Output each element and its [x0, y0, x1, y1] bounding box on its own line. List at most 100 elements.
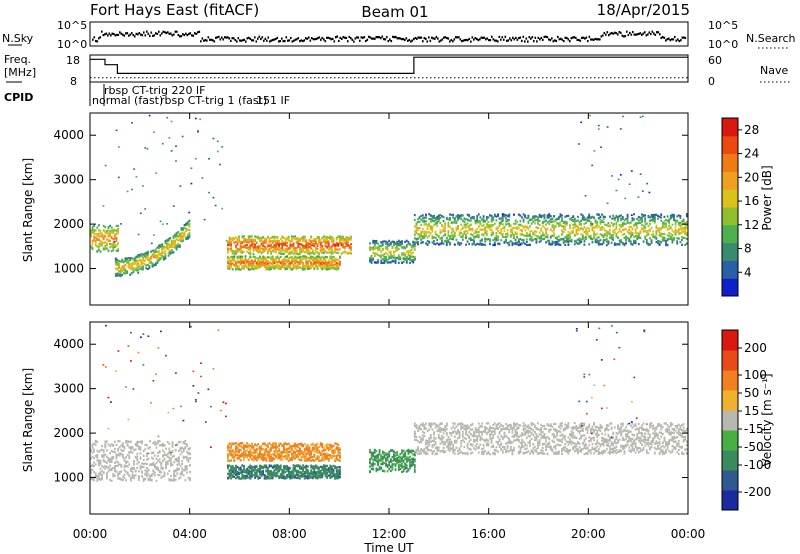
scatter-cell — [275, 250, 277, 253]
scatter-cell — [370, 256, 373, 259]
scatter-cell — [559, 243, 562, 246]
scatter-cell — [578, 143, 580, 145]
scatter-cell — [468, 237, 471, 240]
scatter-cell — [161, 244, 164, 248]
scatter-cell — [492, 224, 495, 227]
scatter-cell — [166, 247, 168, 250]
scatter-cell — [618, 224, 621, 227]
scatter-cell — [323, 248, 325, 251]
scatter-cell — [121, 258, 124, 261]
scatter-cell — [112, 230, 115, 233]
scatter-cell — [260, 247, 263, 250]
scatter-cell — [405, 259, 408, 262]
scatter-cell — [160, 467, 163, 470]
scatter-cell — [122, 269, 125, 272]
scatter-cell — [275, 266, 277, 269]
scatter-cell — [369, 256, 371, 260]
scatter-cell — [247, 236, 250, 239]
scatter-cell — [602, 234, 605, 237]
scatter-cell — [583, 218, 586, 221]
scatter-cell — [331, 250, 333, 253]
scatter-cell — [495, 238, 498, 241]
scatter-cell — [128, 455, 131, 458]
scatter-cell — [431, 235, 434, 238]
scatter-cell — [138, 476, 140, 479]
scatter-cell — [345, 240, 348, 243]
scatter-cell — [228, 267, 231, 270]
scatter-cell — [316, 255, 319, 258]
scatter-cell — [203, 218, 206, 221]
scatter-cell — [474, 243, 477, 246]
scatter-cell — [98, 232, 100, 235]
scatter-cell — [165, 454, 167, 457]
noise-point — [303, 39, 306, 42]
noise-point — [126, 32, 129, 35]
scatter-cell — [565, 234, 568, 237]
scatter-cell — [585, 238, 587, 241]
scatter-cell — [247, 260, 250, 263]
scatter-cell — [171, 445, 174, 448]
scatter-cell — [594, 219, 597, 222]
noise-point — [552, 40, 555, 43]
scatter-cell — [170, 120, 173, 123]
scatter-cell — [511, 231, 514, 234]
scatter-cell — [669, 233, 672, 236]
scatter-cell — [383, 259, 386, 262]
scatter-cell — [173, 479, 175, 482]
scatter-cell — [291, 258, 293, 261]
scatter-cell — [669, 235, 672, 238]
scatter-cell — [236, 241, 239, 244]
scatter-cell — [227, 255, 229, 258]
scatter-cell — [447, 223, 450, 226]
scatter-cell — [348, 251, 351, 254]
scatter-cell — [138, 475, 140, 478]
scatter-cell — [337, 242, 340, 245]
scatter-cell — [653, 213, 656, 216]
scatter-cell — [315, 242, 317, 245]
scatter-cell — [337, 267, 340, 270]
scatter-cell — [473, 216, 475, 219]
scatter-cell — [629, 221, 632, 224]
scatter-cell — [129, 257, 132, 260]
scatter-cell — [391, 246, 394, 250]
scatter-cell — [316, 260, 319, 263]
scatter-cell — [597, 240, 600, 243]
scatter-cell — [433, 214, 435, 218]
scatter-cell — [461, 227, 464, 230]
scatter-cell — [273, 267, 276, 270]
noise-point — [531, 36, 534, 39]
scatter-cell — [117, 146, 120, 148]
scatter-cell — [369, 248, 371, 251]
scatter-cell — [570, 218, 573, 222]
scatter-cell — [158, 440, 161, 443]
scatter-cell — [636, 232, 639, 235]
scatter-cell — [517, 223, 520, 226]
scatter-cell — [337, 236, 340, 239]
noise-point — [645, 34, 648, 37]
scatter-cell — [291, 238, 293, 241]
scatter-cell — [295, 250, 298, 254]
noise-point — [546, 36, 549, 39]
scatter-cell — [561, 214, 563, 217]
scatter-cell — [233, 259, 236, 262]
scatter-cell — [91, 446, 94, 449]
scatter-cell — [613, 216, 616, 219]
scatter-cell — [546, 235, 549, 238]
scatter-cell — [132, 263, 135, 266]
scatter-cell — [373, 247, 376, 250]
scatter-cell — [612, 224, 615, 227]
scatter-cell — [420, 223, 423, 227]
scatter-cell — [569, 227, 571, 230]
scatter-cell — [308, 245, 311, 249]
scatter-cell — [287, 264, 290, 267]
scatter-cell — [295, 267, 298, 270]
scatter-cell — [449, 213, 451, 216]
scatter-cell — [557, 240, 560, 243]
scatter-cell — [509, 230, 512, 233]
scatter-cell — [167, 248, 170, 251]
scatter-cell — [230, 465, 232, 468]
noise-point — [117, 33, 120, 36]
scatter-cell — [166, 472, 169, 475]
scatter-cell — [498, 221, 501, 225]
scatter-cell — [380, 250, 383, 253]
